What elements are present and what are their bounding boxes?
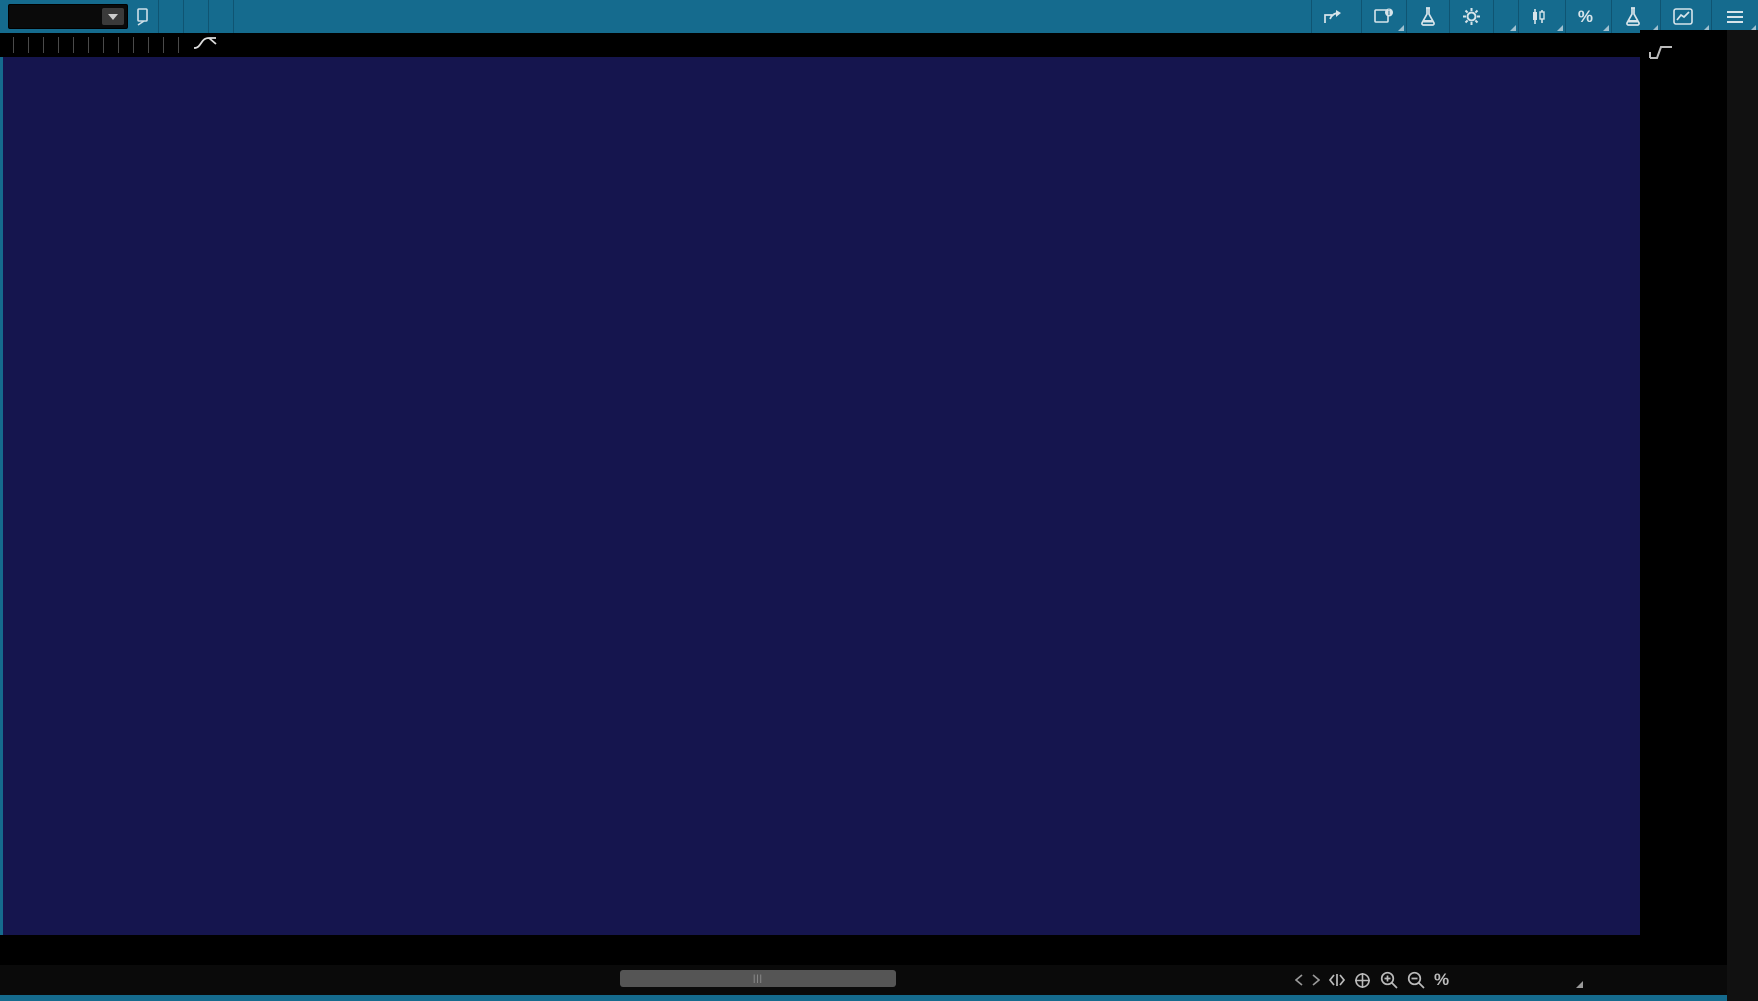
menu-button[interactable] bbox=[1712, 0, 1758, 33]
symbol-dropdown-button[interactable] bbox=[102, 8, 124, 25]
toolbar-separator bbox=[1611, 0, 1612, 33]
percent-icon: % bbox=[1577, 6, 1593, 26]
chart-canvas[interactable] bbox=[0, 57, 1640, 935]
top-toolbar: i % bbox=[0, 0, 1758, 33]
expand-horizontal-icon[interactable] bbox=[1329, 973, 1345, 987]
price-chart bbox=[0, 57, 1640, 935]
symbol-input[interactable] bbox=[8, 4, 128, 29]
company-name bbox=[159, 0, 183, 33]
toolbar-separator bbox=[208, 0, 209, 33]
settings-button[interactable] bbox=[1450, 0, 1493, 33]
news-note-icon: i bbox=[1374, 8, 1394, 25]
dropdown-caret bbox=[1397, 25, 1404, 31]
dropdown-caret bbox=[1509, 25, 1516, 31]
toolbar-separator bbox=[1711, 0, 1712, 33]
dropdown-caret bbox=[1652, 25, 1658, 31]
toolbar-separator bbox=[1564, 0, 1566, 33]
flask-icon bbox=[1419, 7, 1437, 26]
share-button[interactable] bbox=[1312, 0, 1361, 33]
toolbar-separator bbox=[1360, 0, 1362, 33]
toolbar-separator bbox=[1405, 0, 1407, 33]
dropdown-caret bbox=[1576, 981, 1583, 988]
ohlc-data-bar bbox=[0, 33, 1758, 57]
link-flag-button[interactable] bbox=[128, 0, 158, 33]
patterns-icon bbox=[1673, 8, 1693, 25]
toolbar-separator bbox=[1517, 0, 1519, 33]
toolbar-separator bbox=[183, 0, 184, 33]
pan-left-icon[interactable] bbox=[1295, 974, 1303, 986]
time-axis[interactable] bbox=[0, 935, 1640, 965]
link-flag-icon bbox=[137, 7, 148, 26]
dropdown-caret bbox=[1603, 25, 1609, 31]
studies-button[interactable] bbox=[1612, 0, 1660, 33]
drawings-button[interactable]: % bbox=[1566, 0, 1611, 33]
style-button[interactable] bbox=[1519, 0, 1565, 33]
percent-scale-icon[interactable]: % bbox=[1434, 970, 1450, 989]
analysis-tools-button[interactable] bbox=[1407, 0, 1449, 33]
scrollbar-grip-icon: ||| bbox=[752, 973, 764, 983]
toolbar-separator bbox=[1660, 0, 1661, 33]
window-bottom-edge bbox=[0, 995, 1758, 1001]
toolbar-separator bbox=[233, 0, 234, 33]
news-button[interactable]: i bbox=[1362, 0, 1406, 33]
svg-text:i: i bbox=[1388, 10, 1390, 17]
toolbar-separator bbox=[158, 0, 159, 33]
patterns-button[interactable] bbox=[1661, 0, 1711, 33]
candle-style-icon bbox=[1531, 8, 1547, 26]
hamburger-menu-icon bbox=[1726, 10, 1744, 24]
toolbar-separator bbox=[1448, 0, 1450, 33]
dropdown-caret bbox=[1556, 25, 1563, 31]
bottom-toolbar: ||| % bbox=[0, 965, 1758, 995]
chevron-down-icon bbox=[108, 13, 118, 20]
dropdown-caret bbox=[1750, 25, 1756, 31]
toolbar-separator bbox=[1310, 0, 1312, 33]
pan-right-icon[interactable] bbox=[1312, 974, 1320, 986]
curve-tool-icon[interactable] bbox=[186, 35, 224, 55]
right-sidebar bbox=[1727, 30, 1758, 1001]
share-icon bbox=[1324, 9, 1343, 25]
toolbar-separator bbox=[1492, 0, 1494, 33]
gear-icon bbox=[1462, 7, 1481, 26]
zoom-out-icon[interactable] bbox=[1407, 971, 1425, 989]
price-axis[interactable] bbox=[1640, 30, 1727, 971]
horizontal-scrollbar[interactable]: ||| bbox=[620, 970, 896, 987]
timeframe-button[interactable] bbox=[1494, 0, 1518, 33]
chart-mode-icon[interactable] bbox=[1648, 42, 1674, 62]
zoom-in-icon[interactable] bbox=[1380, 971, 1398, 989]
window-edge bbox=[0, 57, 3, 935]
dropdown-caret bbox=[1703, 25, 1709, 31]
studies-flask-icon bbox=[1624, 7, 1642, 26]
crosshair-center-icon[interactable] bbox=[1354, 972, 1371, 989]
